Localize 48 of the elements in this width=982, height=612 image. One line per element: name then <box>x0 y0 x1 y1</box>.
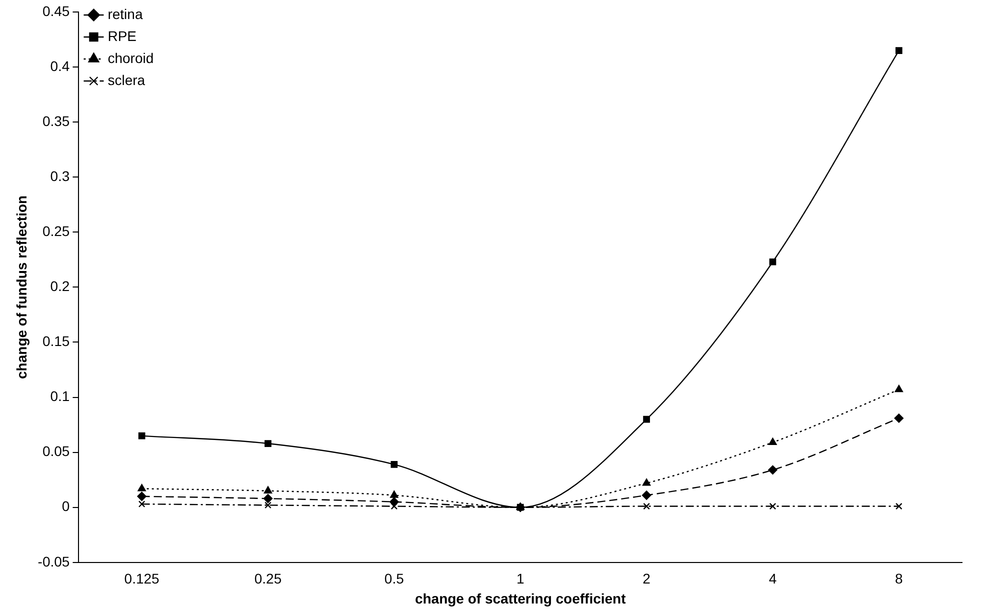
point <box>390 497 399 506</box>
y-tick-label: 0.15 <box>42 333 70 350</box>
point <box>895 47 902 54</box>
y-tick-label: 0.2 <box>50 278 70 294</box>
point <box>769 502 776 510</box>
legend-label: retina <box>108 6 143 22</box>
x-axis-title: change of scattering coefficient <box>414 590 626 606</box>
point <box>894 414 904 423</box>
point <box>264 502 272 509</box>
x-tick-label: 8 <box>895 570 904 587</box>
point <box>390 461 398 468</box>
y-tick-label: 0.1 <box>50 388 70 404</box>
point <box>263 494 273 504</box>
point <box>642 490 652 500</box>
legend-label: RPE <box>108 28 137 44</box>
x-tick-label: 0.125 <box>124 570 160 587</box>
y-tick-label: 0.4 <box>50 58 70 74</box>
y-tick-label: 0 <box>62 498 70 514</box>
x-tick-label: 4 <box>768 570 777 587</box>
y-tick-label: 0.35 <box>42 112 70 129</box>
x-tick-label: 0.25 <box>254 570 282 587</box>
point <box>643 502 650 510</box>
y-tick-label: 0.05 <box>42 443 70 460</box>
x-tick-label: 0.5 <box>384 570 404 587</box>
point <box>138 484 146 492</box>
point <box>642 478 651 486</box>
legend-label: choroid <box>108 50 154 66</box>
y-tick-label: 0.45 <box>42 2 70 19</box>
point <box>895 502 902 510</box>
point <box>138 432 146 440</box>
point <box>138 500 146 508</box>
point <box>137 492 146 501</box>
y-tick-label: 0.3 <box>50 168 70 184</box>
point <box>264 440 272 447</box>
point <box>768 438 777 446</box>
y-tick-label: 0.25 <box>42 223 70 240</box>
x-tick-label: 2 <box>642 570 651 587</box>
point <box>390 490 398 498</box>
point <box>390 502 398 510</box>
point <box>894 384 903 392</box>
x-tick-label: 1 <box>516 570 524 587</box>
y-axis-title: change of fundus reflection <box>13 195 30 379</box>
point <box>264 486 272 494</box>
legend-label: sclera <box>108 72 146 88</box>
point <box>769 258 776 266</box>
point <box>643 416 650 423</box>
point <box>768 465 778 475</box>
y-tick-label: -0.05 <box>38 553 70 570</box>
